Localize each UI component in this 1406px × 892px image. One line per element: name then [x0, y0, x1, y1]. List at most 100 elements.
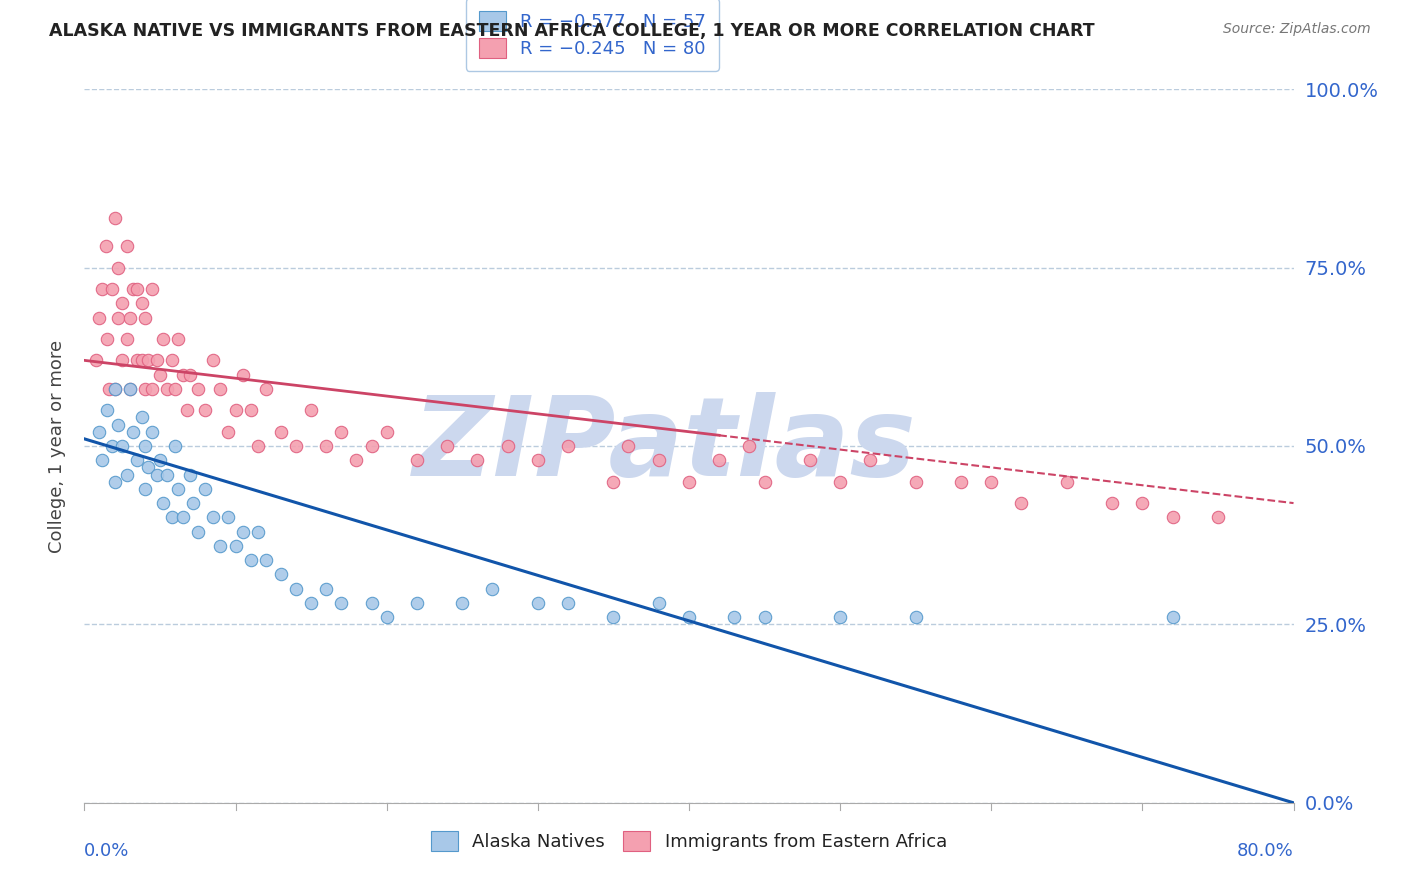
Point: [375, 425, 398, 439]
Point: [134, 310, 156, 325]
Point: [160, 353, 183, 368]
Point: [254, 382, 277, 396]
Point: [467, 453, 489, 467]
Point: [239, 403, 262, 417]
Point: [111, 439, 134, 453]
Point: [127, 282, 149, 296]
Point: [527, 453, 550, 467]
Point: [232, 368, 254, 382]
Point: [91, 282, 114, 296]
Point: [176, 403, 198, 417]
Point: [225, 539, 247, 553]
Point: [152, 496, 174, 510]
Point: [141, 282, 163, 296]
Point: [602, 475, 624, 489]
Point: [1101, 496, 1123, 510]
Point: [96, 332, 118, 346]
Point: [165, 439, 187, 453]
Point: [141, 425, 163, 439]
Point: [179, 368, 201, 382]
Point: [1161, 610, 1184, 624]
Point: [187, 524, 209, 539]
Point: [830, 475, 852, 489]
Point: [115, 332, 138, 346]
Point: [406, 596, 429, 610]
Point: [254, 553, 277, 567]
Legend: Alaska Natives, Immigrants from Eastern Africa: Alaska Natives, Immigrants from Eastern …: [423, 823, 955, 858]
Point: [709, 453, 731, 467]
Point: [134, 439, 156, 453]
Point: [118, 310, 141, 325]
Point: [315, 439, 337, 453]
Point: [160, 510, 183, 524]
Point: [181, 496, 204, 510]
Point: [97, 382, 120, 396]
Point: [104, 382, 127, 396]
Point: [136, 460, 159, 475]
Point: [299, 596, 322, 610]
Point: [360, 439, 382, 453]
Point: [100, 439, 122, 453]
Point: [557, 596, 579, 610]
Point: [648, 453, 671, 467]
Point: [678, 610, 700, 624]
Point: [201, 353, 224, 368]
Point: [167, 482, 190, 496]
Point: [904, 475, 927, 489]
Point: [247, 524, 270, 539]
Point: [239, 553, 262, 567]
Point: [146, 353, 169, 368]
Point: [225, 403, 247, 417]
Point: [104, 211, 127, 225]
Point: [451, 596, 474, 610]
Point: [179, 467, 201, 482]
Text: Source: ZipAtlas.com: Source: ZipAtlas.com: [1223, 22, 1371, 37]
Point: [172, 368, 194, 382]
Point: [100, 282, 122, 296]
Point: [201, 510, 224, 524]
Point: [89, 425, 111, 439]
Point: [217, 425, 239, 439]
Point: [111, 353, 134, 368]
Point: [232, 524, 254, 539]
Point: [107, 310, 129, 325]
Point: [360, 596, 382, 610]
Point: [127, 453, 149, 467]
Point: [121, 282, 143, 296]
Point: [209, 539, 232, 553]
Y-axis label: College, 1 year or more: College, 1 year or more: [48, 340, 66, 552]
Point: [167, 332, 190, 346]
Point: [86, 353, 108, 368]
Point: [152, 332, 174, 346]
Point: [141, 382, 163, 396]
Point: [136, 353, 159, 368]
Point: [104, 382, 127, 396]
Point: [146, 467, 169, 482]
Point: [149, 368, 172, 382]
Point: [738, 439, 761, 453]
Point: [91, 453, 114, 467]
Point: [481, 582, 503, 596]
Point: [1130, 496, 1153, 510]
Point: [156, 382, 179, 396]
Text: ZIPatlas: ZIPatlas: [413, 392, 917, 500]
Point: [375, 610, 398, 624]
Point: [299, 403, 322, 417]
Point: [285, 582, 308, 596]
Point: [194, 482, 217, 496]
Point: [1011, 496, 1033, 510]
Point: [723, 610, 745, 624]
Point: [121, 425, 143, 439]
Point: [187, 382, 209, 396]
Point: [115, 239, 138, 253]
Point: [194, 403, 217, 417]
Point: [496, 439, 519, 453]
Point: [859, 453, 882, 467]
Point: [107, 417, 129, 432]
Point: [209, 382, 232, 396]
Point: [134, 382, 156, 396]
Text: 0.0%: 0.0%: [84, 842, 129, 860]
Point: [149, 453, 172, 467]
Point: [89, 310, 111, 325]
Point: [247, 439, 270, 453]
